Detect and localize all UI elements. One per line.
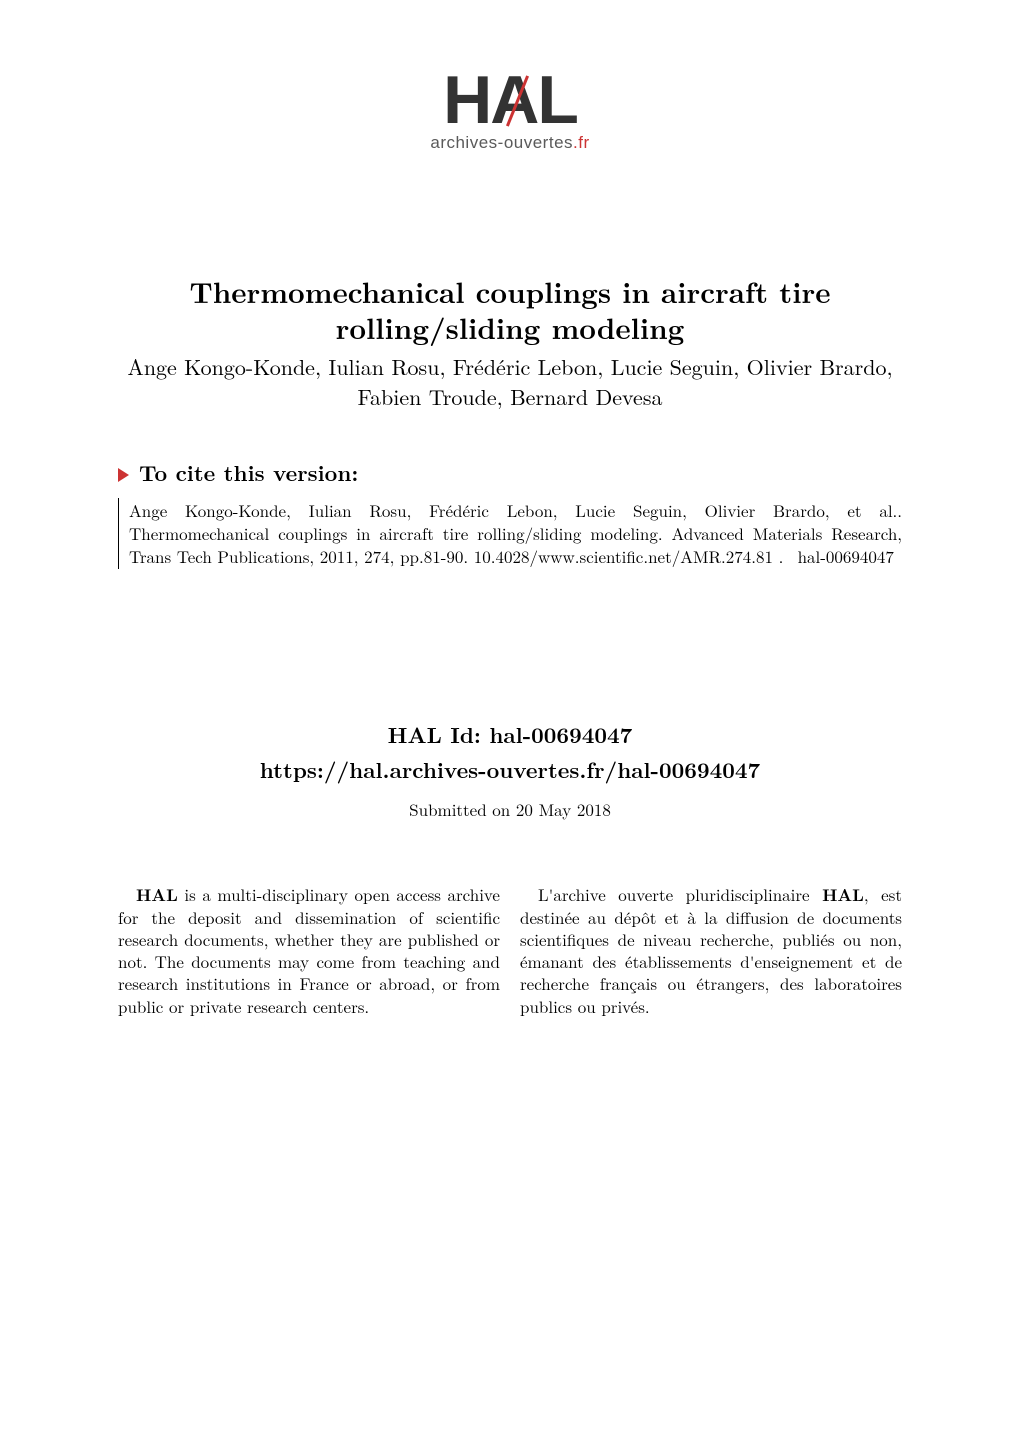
logo-letter-l: L: [537, 70, 577, 131]
hal-cover-page: HAL archives-ouvertes.fr Thermomechanica…: [0, 0, 1020, 1442]
description-fr: L'archive ouverte pluridisciplinaire HAL…: [520, 883, 902, 1017]
citation-doi: 10.4028/www.scientific.net/AMR.274.81: [474, 544, 773, 568]
hal-id: HAL Id: hal-00694047: [118, 719, 902, 750]
paper-title: Thermomechanical couplings in aircraft t…: [118, 273, 902, 346]
citation-hal-ref: hal-00694047: [798, 544, 894, 568]
description-en-text: HAL is a multi-disciplinary open access …: [118, 883, 500, 1017]
triangle-icon: [118, 468, 129, 482]
hal-logo-letters: HAL: [430, 70, 589, 131]
hal-logo: HAL archives-ouvertes.fr: [430, 70, 589, 153]
cite-heading-text: To cite this version:: [139, 457, 358, 488]
hal-url-link[interactable]: https://hal.archives-ouvertes.fr/hal-006…: [260, 754, 760, 785]
logo-sub-suffix: .fr: [573, 133, 590, 152]
logo-letter-h: H: [443, 70, 490, 131]
hal-url[interactable]: https://hal.archives-ouvertes.fr/hal-006…: [118, 754, 902, 785]
description-fr-prefix: L'archive ouverte pluridisciplinaire: [538, 882, 822, 906]
description-columns: HAL is a multi-disciplinary open access …: [118, 883, 902, 1017]
description-en-lead: HAL: [136, 883, 178, 907]
cite-heading: To cite this version:: [118, 457, 902, 488]
hal-logo-block: HAL archives-ouvertes.fr: [118, 70, 902, 153]
description-fr-text: L'archive ouverte pluridisciplinaire HAL…: [520, 883, 902, 1017]
description-fr-lead: HAL: [822, 883, 864, 907]
description-en: HAL is a multi-disciplinary open access …: [118, 883, 500, 1017]
logo-letter-a: A: [490, 70, 537, 131]
submitted-date: Submitted on 20 May 2018: [118, 797, 902, 821]
paper-authors: Ange Kongo-Konde, Iulian Rosu, Frédéric …: [118, 352, 902, 414]
logo-accent-stroke: [506, 75, 529, 126]
citation-block: Ange Kongo-Konde, Iulian Rosu, Frédéric …: [118, 498, 902, 569]
